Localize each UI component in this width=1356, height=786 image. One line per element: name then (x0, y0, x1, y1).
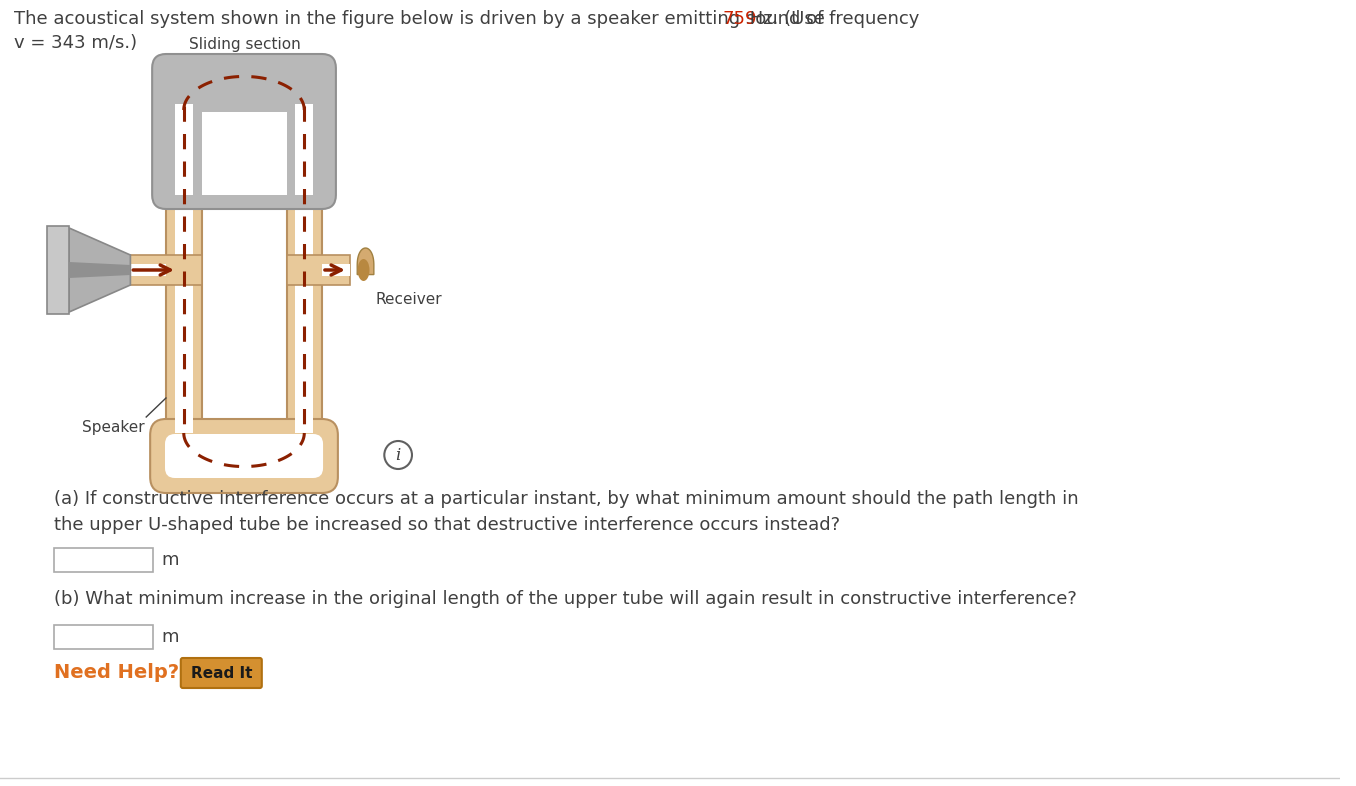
Polygon shape (286, 255, 350, 285)
Text: The acoustical system shown in the figure below is driven by a speaker emitting : The acoustical system shown in the figur… (14, 10, 925, 28)
Bar (54, 548, 153, 572)
Text: Need Help?: Need Help? (54, 663, 179, 681)
Text: Speaker: Speaker (81, 420, 144, 435)
Polygon shape (296, 160, 313, 433)
Text: (a) If constructive interference occurs at a particular instant, by what minimum: (a) If constructive interference occurs … (54, 490, 1079, 534)
Text: Hz. (Use: Hz. (Use (744, 10, 826, 28)
Text: i: i (396, 446, 401, 464)
Polygon shape (323, 264, 350, 276)
Ellipse shape (358, 259, 369, 281)
Polygon shape (129, 264, 165, 276)
Polygon shape (165, 195, 202, 435)
Polygon shape (175, 104, 193, 195)
Polygon shape (202, 112, 286, 195)
FancyBboxPatch shape (180, 658, 262, 688)
Polygon shape (175, 195, 193, 433)
Text: Receiver: Receiver (376, 292, 442, 307)
Polygon shape (129, 255, 202, 285)
Text: Read It: Read It (191, 666, 252, 681)
Polygon shape (357, 248, 374, 274)
Bar (54, 625, 153, 649)
FancyBboxPatch shape (165, 434, 323, 478)
Text: (b) What minimum increase in the original length of the upper tube will again re: (b) What minimum increase in the origina… (54, 590, 1077, 608)
Polygon shape (69, 262, 130, 278)
FancyBboxPatch shape (151, 419, 338, 493)
Text: 759: 759 (723, 10, 758, 28)
Text: m: m (161, 551, 179, 569)
Polygon shape (296, 104, 313, 195)
Text: m: m (161, 628, 179, 646)
Polygon shape (286, 160, 323, 435)
Polygon shape (69, 228, 130, 312)
Text: v = 343 m/s.): v = 343 m/s.) (14, 34, 137, 52)
Text: Sliding section: Sliding section (188, 37, 301, 52)
FancyBboxPatch shape (152, 54, 336, 209)
Bar (47, 226, 69, 314)
Circle shape (384, 441, 412, 469)
